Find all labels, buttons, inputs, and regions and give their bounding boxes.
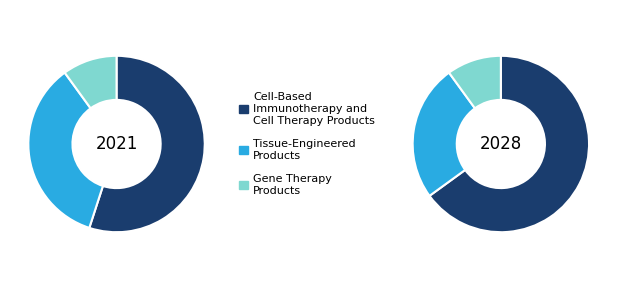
- Wedge shape: [89, 56, 205, 232]
- Wedge shape: [28, 73, 103, 228]
- Wedge shape: [449, 56, 501, 108]
- Text: 2028: 2028: [479, 135, 522, 153]
- Wedge shape: [430, 56, 589, 232]
- Text: 2021: 2021: [95, 135, 138, 153]
- Wedge shape: [65, 56, 117, 108]
- Wedge shape: [413, 73, 475, 196]
- Legend: Cell-Based
Immunotherapy and
Cell Therapy Products, Tissue-Engineered
Products, : Cell-Based Immunotherapy and Cell Therap…: [239, 92, 375, 196]
